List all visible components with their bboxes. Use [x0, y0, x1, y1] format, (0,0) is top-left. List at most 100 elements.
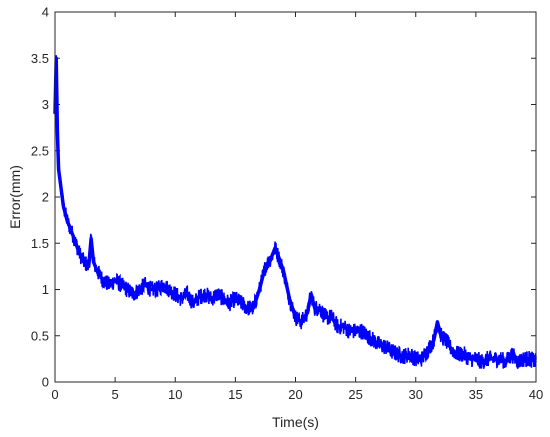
data-point — [258, 288, 261, 291]
data-point — [138, 288, 140, 291]
data-point — [120, 284, 122, 286]
data-point — [396, 353, 399, 356]
data-point — [210, 298, 213, 300]
data-point — [310, 293, 312, 295]
data-point — [264, 265, 267, 268]
data-point — [96, 270, 98, 272]
data-point — [144, 284, 146, 286]
data-point — [150, 288, 152, 291]
series-layer — [53, 55, 537, 369]
plot-background — [55, 12, 536, 382]
data-point — [463, 353, 465, 356]
data-point — [162, 284, 164, 286]
data-point — [324, 316, 327, 319]
data-point — [186, 293, 189, 295]
data-point — [469, 358, 471, 360]
data-point — [517, 360, 519, 363]
data-point — [234, 298, 237, 300]
data-point — [348, 330, 351, 332]
y-tick-label: 1.5 — [31, 236, 49, 251]
data-point — [174, 293, 177, 295]
data-point — [78, 251, 80, 254]
data-point — [366, 335, 369, 337]
data-point — [336, 325, 339, 328]
data-point — [493, 358, 495, 360]
data-point — [433, 339, 435, 342]
x-axis-title: Time(s) — [272, 414, 319, 430]
data-point — [126, 288, 128, 291]
data-point — [288, 298, 291, 300]
data-point — [198, 296, 201, 298]
data-point — [222, 298, 225, 300]
data-point — [523, 358, 525, 360]
data-point — [408, 353, 411, 356]
x-tick-label: 25 — [348, 387, 362, 402]
y-tick-label: 4 — [42, 5, 49, 20]
data-point — [372, 339, 375, 342]
data-point — [216, 293, 219, 295]
data-point — [457, 353, 459, 356]
data-point — [156, 288, 158, 291]
data-point — [55, 57, 57, 60]
data-point — [306, 311, 309, 314]
y-axis-title: Error(mm) — [7, 165, 23, 229]
data-point — [313, 307, 316, 309]
y-tick-label: 0.5 — [31, 328, 49, 343]
x-tick-label: 20 — [288, 387, 302, 402]
data-point — [475, 358, 477, 360]
data-point — [481, 360, 483, 363]
data-point — [246, 307, 249, 309]
data-point — [180, 298, 183, 300]
data-point — [114, 279, 116, 282]
data-point — [57, 168, 60, 171]
data-point — [378, 344, 381, 346]
data-point — [427, 348, 429, 351]
data-point — [69, 228, 72, 231]
data-point — [282, 270, 285, 272]
data-point — [60, 187, 62, 189]
data-point — [445, 339, 447, 342]
data-point — [499, 358, 501, 360]
data-point — [451, 348, 453, 351]
data-point — [56, 131, 59, 133]
data-point — [294, 316, 297, 319]
data-point — [277, 256, 280, 258]
data-point — [354, 330, 357, 332]
data-point — [421, 358, 423, 360]
data-point — [87, 265, 90, 268]
data-point — [192, 302, 195, 305]
data-point — [132, 293, 134, 295]
data-point — [168, 288, 170, 291]
data-point — [102, 279, 104, 282]
y-tick-label: 0 — [42, 375, 49, 390]
data-point — [83, 261, 85, 263]
data-point — [90, 237, 92, 240]
x-tick-label: 35 — [469, 387, 483, 402]
y-tick-label: 2.5 — [31, 143, 49, 158]
y-tick-label: 3.5 — [31, 51, 49, 66]
y-tick-label: 2 — [42, 190, 49, 205]
data-point — [440, 335, 442, 337]
data-point — [505, 360, 507, 363]
data-point — [252, 307, 255, 309]
data-point — [390, 350, 393, 353]
data-point — [204, 293, 207, 295]
x-tick-label: 40 — [529, 387, 543, 402]
data-point — [529, 358, 531, 360]
x-tick-label: 10 — [168, 387, 182, 402]
data-point — [62, 205, 65, 208]
data-point — [384, 346, 387, 348]
series-line-noise — [54, 55, 537, 369]
x-tick-label: 0 — [51, 387, 58, 402]
x-tick-label: 15 — [228, 387, 242, 402]
plot-frame — [54, 11, 537, 383]
data-point — [66, 219, 68, 221]
data-point — [228, 302, 231, 305]
data-point — [318, 307, 321, 309]
data-point — [92, 261, 95, 263]
data-point — [402, 355, 405, 357]
data-point — [270, 256, 273, 258]
data-point — [360, 330, 363, 332]
